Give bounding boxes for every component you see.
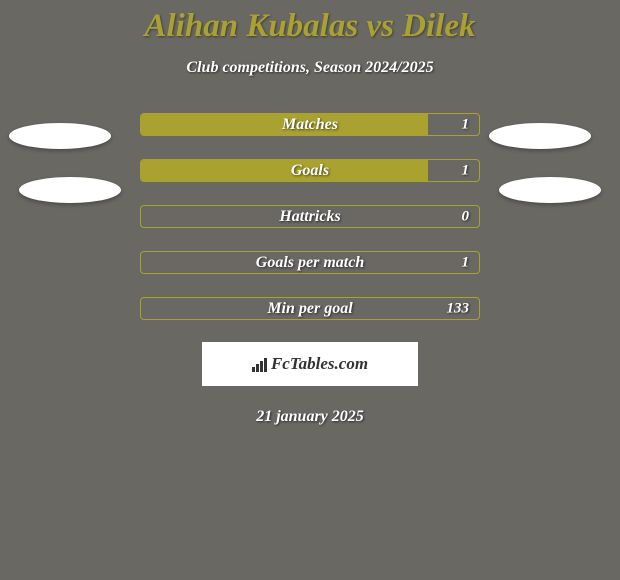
stat-value-right: 133 — [447, 300, 470, 317]
stat-row-goals: Goals 1 — [140, 159, 480, 182]
branding-box: FcTables.com — [202, 342, 418, 386]
stat-row-min-per-goal: Min per goal 133 — [140, 297, 480, 320]
stat-label: Goals per match — [256, 254, 364, 272]
stat-label: Hattricks — [279, 208, 340, 226]
subtitle: Club competitions, Season 2024/2025 — [186, 59, 433, 77]
comparison-infographic: Alihan Kubalas vs Dilek Club competition… — [0, 0, 620, 580]
stat-label: Min per goal — [267, 300, 352, 318]
stat-value-right: 0 — [462, 208, 470, 225]
stat-value-right: 1 — [462, 116, 470, 133]
stat-label: Goals — [291, 162, 329, 180]
chart-icon — [252, 356, 267, 372]
stat-value-right: 1 — [462, 162, 470, 179]
branding-text: FcTables.com — [271, 354, 368, 374]
date-text: 21 january 2025 — [256, 408, 364, 426]
stat-fill — [141, 160, 428, 181]
stat-label: Matches — [282, 116, 338, 134]
stat-value-right: 1 — [462, 254, 470, 271]
stat-row-goals-per-match: Goals per match 1 — [140, 251, 480, 274]
stat-row-hattricks: Hattricks 0 — [140, 205, 480, 228]
page-title: Alihan Kubalas vs Dilek — [145, 8, 476, 45]
stat-row-matches: Matches 1 — [140, 113, 480, 136]
stats-area: Matches 1 Goals 1 Hattricks 0 Goals per … — [0, 113, 620, 320]
